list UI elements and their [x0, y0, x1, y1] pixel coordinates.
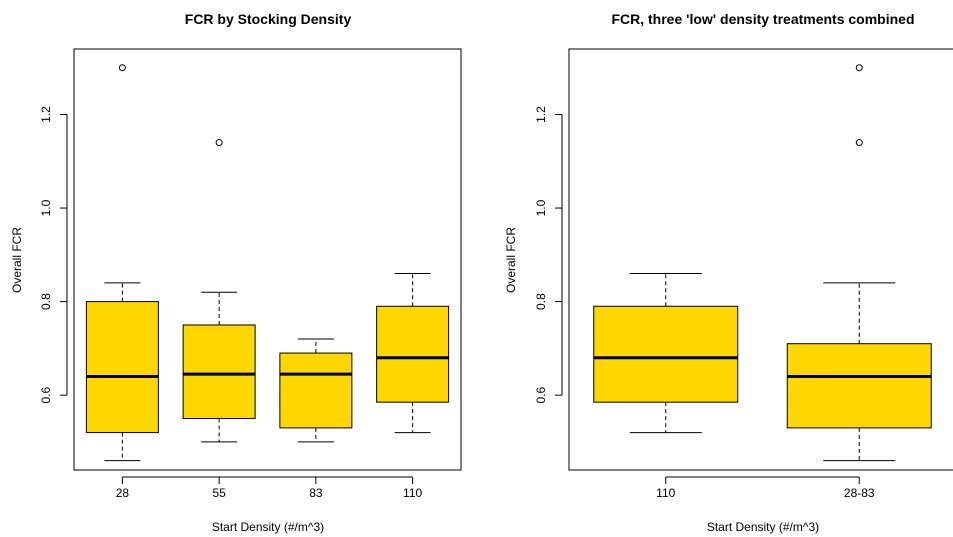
- outlier-point: [215, 139, 223, 147]
- y-tick-label: 1.2: [39, 106, 53, 123]
- chart-panel-stocking-density: FCR by Stocking Density Start Density (#…: [10, 11, 462, 534]
- plot-frame: [568, 48, 953, 471]
- box-55: [182, 139, 256, 443]
- box-marks: [593, 64, 932, 462]
- box-rect: [376, 305, 450, 403]
- box-rect: [279, 352, 353, 429]
- y-tick-label: 0.6: [534, 386, 548, 403]
- box-110: [593, 273, 739, 434]
- y-axis-label: Overall FCR: [10, 227, 24, 293]
- plot-frame: [73, 48, 462, 471]
- x-axis: 110 28-83: [656, 476, 875, 500]
- chart-panel-low-density-combined: FCR, three 'low' density treatments comb…: [504, 11, 953, 534]
- box-rect: [182, 324, 256, 420]
- y-axis: 0.6 0.8 1.0 1.2: [534, 106, 563, 403]
- y-tick-label: 1.2: [534, 106, 548, 123]
- y-tick-label: 0.8: [39, 293, 53, 310]
- y-tick-label: 0.6: [39, 386, 53, 403]
- box-rect: [85, 301, 159, 434]
- box-marks: [85, 64, 450, 462]
- x-tick-label: 110: [403, 486, 422, 500]
- chart-title: FCR by Stocking Density: [185, 11, 352, 27]
- x-axis-label: Start Density (#/m^3): [707, 520, 819, 534]
- x-tick-label: 55: [212, 486, 226, 500]
- x-tick-label: 83: [309, 486, 323, 500]
- box-rect: [593, 305, 739, 403]
- box-110: [376, 273, 450, 434]
- x-tick-label: 110: [656, 486, 675, 500]
- y-axis-label: Overall FCR: [504, 227, 518, 293]
- box-28-83: [786, 64, 932, 462]
- box-83: [279, 338, 353, 443]
- y-tick-label: 1.0: [39, 199, 53, 216]
- x-tick-label: 28-83: [844, 486, 875, 500]
- outlier-point: [855, 139, 863, 147]
- outlier-point: [118, 64, 126, 72]
- box-28: [85, 64, 159, 462]
- x-tick-label: 28: [116, 486, 130, 500]
- chart-title: FCR, three 'low' density treatments comb…: [611, 11, 914, 27]
- x-axis: 28 55 83 110: [116, 476, 423, 500]
- box-rect: [786, 343, 932, 429]
- y-tick-label: 1.0: [534, 199, 548, 216]
- x-axis-label: Start Density (#/m^3): [212, 520, 324, 534]
- y-axis: 0.6 0.8 1.0 1.2: [39, 106, 68, 403]
- y-tick-label: 0.8: [534, 293, 548, 310]
- outlier-point: [855, 64, 863, 72]
